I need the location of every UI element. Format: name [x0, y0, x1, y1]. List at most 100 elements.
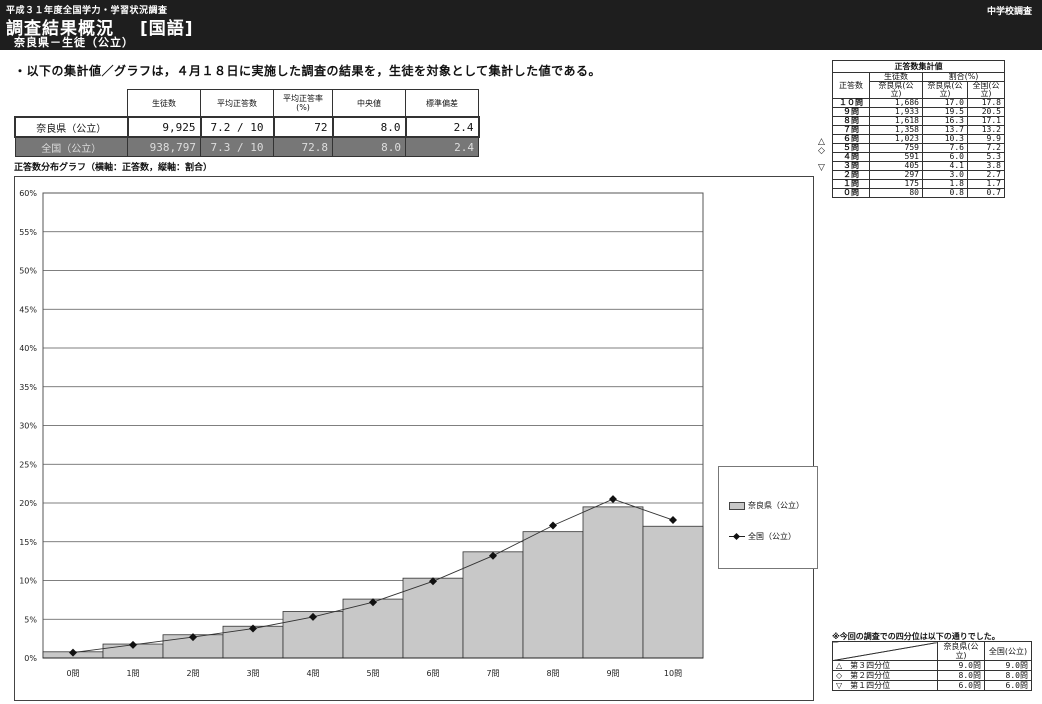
summary-header-students: 生徒数 — [127, 89, 201, 118]
quartile-row: ▽ 第１四分位 6.0問 6.0問 — [832, 680, 1032, 691]
x-tick-label: 5問 — [366, 669, 379, 678]
quartile-col-natl: 全国(公立) — [984, 641, 1032, 661]
national-point — [369, 598, 377, 607]
national-point — [489, 551, 497, 560]
x-tick-label: 4問 — [306, 669, 319, 678]
bar — [342, 598, 404, 659]
y-tick-label: 15% — [19, 538, 37, 547]
quartile-col-pref: 奈良県(公立) — [937, 641, 985, 661]
y-tick-label: 0% — [24, 654, 37, 663]
marker-cell: ◇ — [818, 145, 825, 156]
legend-label-national: 全国（公立） — [748, 532, 796, 541]
chart-legend: 奈良県（公立） 全国（公立） — [718, 466, 818, 569]
pref-ratio: 0.8 — [922, 188, 968, 198]
marker-cell: ▽ — [818, 162, 825, 173]
quartile-row: △ 第３四分位 9.0問 9.0問 — [832, 660, 1032, 671]
bar — [522, 531, 584, 659]
page-title: 調査結果概況 [国語] — [6, 14, 194, 39]
bar-swatch-icon — [729, 501, 745, 510]
x-tick-label: 2問 — [186, 669, 199, 678]
bar — [462, 551, 524, 659]
national-point — [309, 612, 317, 621]
summary-row-national: 全国（公立） 938,797 7.3 / 10 72.8 8.0 2.4 — [14, 136, 479, 157]
q-label: ０問 — [832, 188, 870, 198]
x-tick-label: 6問 — [426, 669, 439, 678]
page-subtitle: 奈良県－生徒（公立） — [14, 36, 134, 49]
x-tick-label: 0問 — [66, 669, 79, 678]
y-tick-label: 10% — [19, 577, 37, 586]
dist-sub-pref: 奈良県(公立) — [869, 81, 923, 99]
x-tick-label: 9問 — [606, 669, 619, 678]
bar — [402, 577, 464, 659]
chart-caption: 正答数分布グラフ（横軸：正答数，縦軸：割合） — [14, 163, 213, 173]
summary-header-avg-rate: 平均正答率(%) — [273, 89, 333, 118]
chart-svg: 0% 5% 10% 15% 20% 25% 30% 35% 40% 45% 50% 55% 60% 0問 1… — [19, 189, 704, 678]
subject-label: [国語] — [140, 19, 194, 39]
bar — [582, 506, 644, 659]
quartile-note: ※今回の調査での四分位は以下の通りでした。 — [832, 632, 1000, 641]
quartile-label-cell: ▽ 第１四分位 — [832, 680, 938, 691]
summary-header-median: 中央値 — [332, 89, 406, 118]
x-tick-label: 10問 — [664, 669, 682, 678]
y-tick-label: 40% — [19, 344, 37, 353]
quartile-label: 第２四分位 — [850, 671, 891, 680]
national-point — [429, 577, 437, 586]
x-tick-label: 3問 — [246, 669, 259, 678]
quartile-mark: ◇ — [836, 671, 843, 680]
natl-ratio: 0.7 — [967, 188, 1005, 198]
national-point — [669, 516, 677, 525]
avg-rate-value: 72 — [272, 116, 334, 138]
summary-table: 生徒数 平均正答数 平均正答率(%) 中央値 標準偏差 奈良県（公立） 9,92… — [14, 89, 480, 157]
national-point — [549, 521, 557, 530]
dist-table-body: １０問 1,686 17.0 17.8 ９問 1,933 19.5 20.5 ８問 1,618 16… — [832, 98, 1005, 198]
y-tick-label: 35% — [19, 383, 37, 392]
stddev-value: 2.4 — [404, 116, 480, 138]
dist-row: ５問 759 7.6 7.2 — [832, 143, 1005, 153]
quartile-label-cell: ◇ 第２四分位 — [832, 670, 938, 681]
y-tick-label: 30% — [19, 422, 37, 431]
summary-header-avg-correct: 平均正答数 — [200, 89, 274, 118]
y-tick-label: 55% — [19, 228, 37, 237]
marker-cell: △ — [818, 137, 825, 148]
quartile-row: ◇ 第２四分位 8.0問 8.0問 — [832, 670, 1032, 681]
x-tick-label: 8問 — [546, 669, 559, 678]
quartile-label: 第１四分位 — [850, 681, 891, 690]
national-point — [189, 633, 197, 642]
y-tick-label: 50% — [19, 267, 37, 276]
x-tick-label: 7問 — [486, 669, 499, 678]
quartile-label-cell: △ 第３四分位 — [832, 660, 938, 671]
quartile-table: 奈良県(公立) 全国(公立) △ 第３四分位 9.0問 9.0問 ◇ 第２四分位 8.0問 8… — [832, 641, 1032, 691]
median-value: 8.0 — [331, 116, 407, 138]
quartile-body: △ 第３四分位 9.0問 9.0問 ◇ 第２四分位 8.0問 8.0問 ▽ 第１四分位 6.0問 6.… — [832, 660, 1032, 691]
students-count: 80 — [869, 188, 923, 198]
quartile-natl-value: 9.0問 — [984, 660, 1032, 671]
dist-row: １問 175 1.8 1.7 — [832, 179, 1005, 189]
report-header: 平成３１年度全国学力・学習状況調査 調査結果概況 [国語] 奈良県－生徒（公立） … — [0, 0, 1042, 50]
y-tick-label: 5% — [24, 615, 37, 624]
legend-item-national: 全国（公立） — [729, 531, 796, 542]
quartile-corner — [832, 641, 938, 661]
quartile-pref-value: 8.0問 — [937, 670, 985, 681]
median-value: 8.0 — [332, 136, 406, 157]
summary-corner — [15, 89, 128, 118]
dist-row-header: 正答数 — [832, 72, 870, 99]
quartile-mark: △ — [836, 661, 843, 670]
dist-sub-natl-ratio: 全国(公立) — [967, 81, 1005, 99]
quartile-label: 第３四分位 — [850, 661, 891, 670]
y-tick-label: 60% — [19, 189, 37, 198]
survey-name: 平成３１年度全国学力・学習状況調査 — [6, 6, 168, 16]
national-point — [129, 640, 137, 649]
quartile-natl-value: 8.0問 — [984, 670, 1032, 681]
legend-item-pref: 奈良県（公立） — [729, 500, 804, 511]
y-tick-label: 20% — [19, 499, 37, 508]
y-tick-label: 25% — [19, 460, 37, 469]
school-level-label: 中学校調査 — [986, 7, 1032, 17]
row-label: 全国（公立） — [14, 136, 128, 157]
students-value: 9,925 — [126, 116, 202, 138]
quartile-pref-value: 9.0問 — [937, 660, 985, 671]
quartile-mark: ▽ — [836, 681, 843, 690]
title-text: 調査結果概況 — [6, 19, 114, 39]
summary-header-stddev: 標準偏差 — [405, 89, 479, 118]
distribution-chart: 0% 5% 10% 15% 20% 25% 30% 35% 40% 45% 50% 55% 60% 0問 1… — [14, 176, 818, 701]
dist-table-title: 正答数集計値 — [832, 60, 1005, 73]
